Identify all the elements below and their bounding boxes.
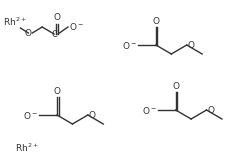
Text: O$^-$: O$^-$ bbox=[142, 105, 157, 116]
Text: O: O bbox=[89, 111, 96, 120]
Text: O: O bbox=[152, 17, 160, 26]
Text: O$^-$: O$^-$ bbox=[23, 110, 38, 121]
Text: Rh$^{2+}$: Rh$^{2+}$ bbox=[3, 16, 27, 28]
Text: O: O bbox=[172, 82, 179, 91]
Text: O: O bbox=[208, 106, 214, 115]
Text: O: O bbox=[25, 29, 32, 38]
Text: O$^-$: O$^-$ bbox=[69, 21, 84, 32]
Text: C: C bbox=[51, 30, 57, 39]
Text: O: O bbox=[54, 87, 60, 96]
Text: Rh$^{2+}$: Rh$^{2+}$ bbox=[14, 142, 38, 154]
Text: O$^-$: O$^-$ bbox=[122, 40, 137, 50]
Text: O: O bbox=[188, 41, 195, 49]
Text: O: O bbox=[54, 13, 60, 22]
